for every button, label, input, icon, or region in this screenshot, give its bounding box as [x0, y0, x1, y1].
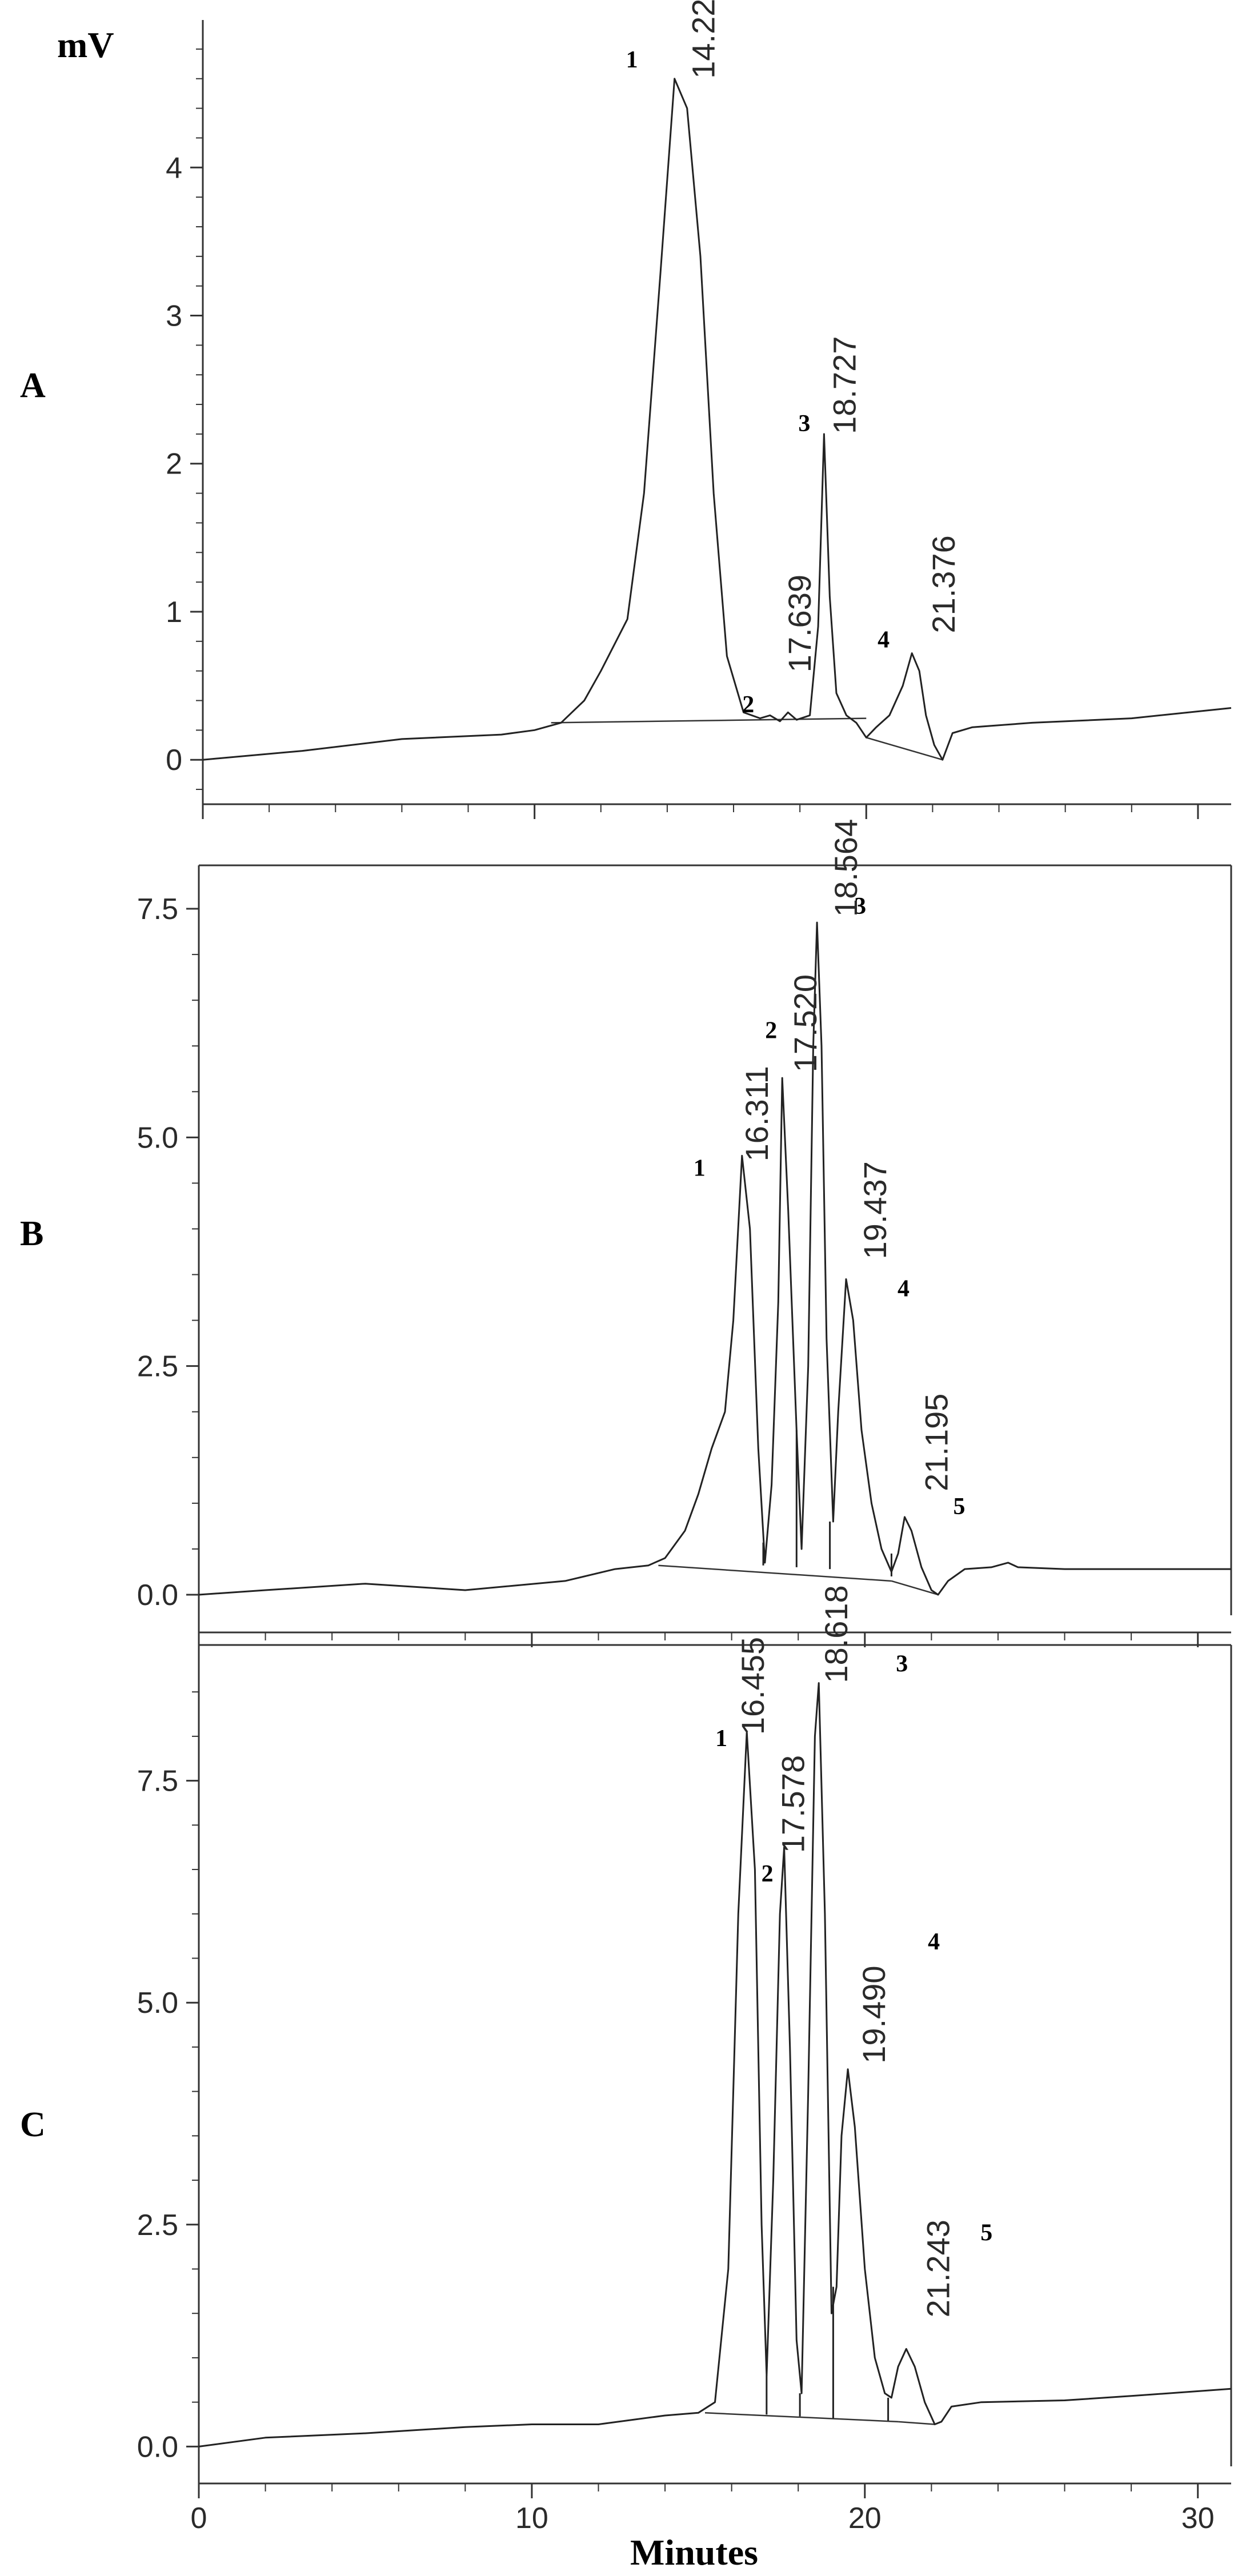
chromatogram-panel-b: B 0.0 2.5 5.0 7.5 1 16.311 2 17.520 318.564 419.43… [20, 819, 1232, 1647]
x-tick-label: 10 [515, 2502, 548, 2535]
retention-time-label: 21.376 [926, 535, 961, 633]
chromatogram-panel-c: C 0.0 2.5 5.0 7.5 0 10 20 30 1 16.455 217.578 3 18.61… [20, 1585, 1232, 2535]
y-tick-label: 0 [166, 744, 182, 777]
peak-number-label: 5 [980, 2220, 992, 2246]
retention-time-label: 21.195 [918, 1394, 954, 1491]
peak-number-label: 4 [928, 1929, 940, 1955]
retention-time-label: 16.455 [735, 1637, 771, 1735]
panel-letter-c: C [20, 2105, 46, 2144]
chromatogram-panel-a: A 0 1 2 3 4 1 14.220 2 17.639 3 18.727 4 21.376 [20, 0, 1232, 819]
retention-time-label: 19.437 [857, 1161, 893, 1259]
integration-baseline [704, 2412, 899, 2423]
signal-trace [198, 1682, 1232, 2447]
retention-time-label: 17.520 [787, 974, 823, 1072]
peak-number-label: 4 [898, 1276, 910, 1302]
retention-time-label: 18.564 [828, 819, 864, 917]
y-tick-label: 7.5 [137, 1765, 178, 1798]
integration-baseline [898, 2421, 935, 2425]
y-tick-label: 2 [166, 448, 182, 481]
peak-number-label: 3 [896, 1651, 908, 1678]
retention-time-label: 17.639 [782, 575, 818, 672]
retention-time-label: 17.578 [775, 1755, 811, 1853]
peak-number-label: 1 [694, 1155, 706, 1181]
y-tick-label: 2.5 [137, 1350, 178, 1383]
peak-number-label: 2 [762, 1861, 774, 1887]
y-tick-label: 2.5 [137, 2209, 178, 2242]
panel-letter-b: B [20, 1214, 43, 1253]
peak-number-label: 4 [878, 627, 890, 653]
y-tick-label: 0.0 [137, 1579, 178, 1612]
signal-trace [198, 921, 1231, 1596]
integration-baseline [551, 717, 867, 724]
y-unit-label: mV [57, 25, 114, 65]
integration-baseline [658, 1564, 892, 1582]
y-tick-label: 5.0 [137, 1121, 178, 1154]
peak-number-label: 1 [715, 1726, 727, 1752]
retention-time-label: 14.220 [686, 0, 722, 79]
panel-letter-a: A [20, 366, 46, 405]
y-tick-label: 3 [166, 300, 182, 333]
y-tick-label: 7.5 [137, 893, 178, 926]
retention-time-label: 19.490 [856, 1965, 892, 2063]
signal-trace [202, 78, 1232, 761]
retention-time-label: 21.243 [920, 2220, 956, 2317]
x-tick-label: 0 [191, 2502, 207, 2535]
peak-number-label: 1 [626, 47, 638, 73]
peak-number-label: 3 [854, 893, 866, 920]
y-tick-label: 5.0 [137, 1987, 178, 2020]
retention-time-label: 16.311 [739, 1066, 775, 1161]
x-axis-title: Minutes [630, 2532, 758, 2573]
y-tick-label: 0.0 [137, 2430, 178, 2463]
y-tick-label: 1 [166, 596, 182, 629]
x-tick-label: 30 [1181, 2502, 1215, 2535]
y-tick-label: 4 [166, 151, 182, 184]
integration-baseline [866, 737, 943, 761]
peak-number-label: 2 [765, 1017, 777, 1044]
peak-number-label: 2 [742, 692, 754, 718]
peak-number-label: 3 [798, 411, 810, 437]
retention-time-label: 18.618 [818, 1585, 854, 1683]
x-tick-label: 20 [848, 2502, 882, 2535]
integration-baseline [891, 1580, 939, 1596]
retention-time-label: 18.727 [826, 336, 862, 434]
peak-number-label: 5 [953, 1494, 965, 1520]
